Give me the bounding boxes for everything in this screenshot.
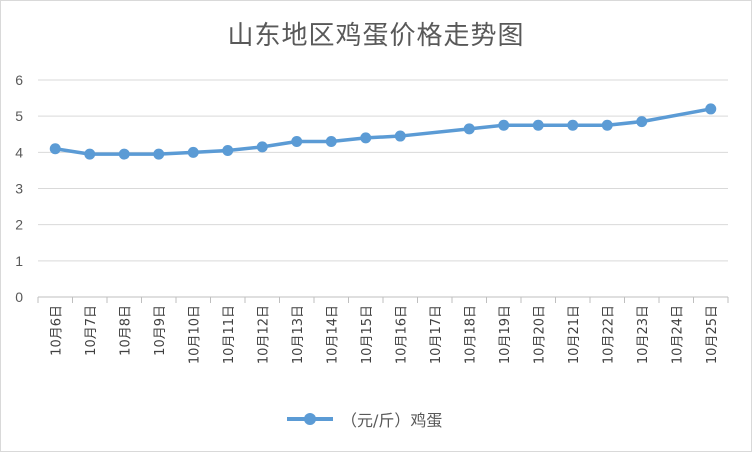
chart-title: 山东地区鸡蛋价格走势图 (227, 21, 525, 51)
legend: （元/斤）鸡蛋 (287, 407, 442, 431)
x-tick-label: 10月7日 (84, 305, 99, 356)
y-tick-label: 4 (15, 144, 23, 160)
x-tick-label: 10月20日 (532, 305, 547, 364)
y-tick-label: 5 (15, 108, 23, 124)
data-point (187, 146, 199, 158)
data-point (222, 145, 234, 157)
x-tick-label: 10月14日 (325, 305, 340, 364)
data-point (325, 135, 337, 147)
y-tick-label: 6 (15, 72, 23, 88)
x-tick-label: 10月6日 (49, 305, 64, 356)
x-tick-label: 10月23日 (636, 305, 651, 364)
data-point (291, 135, 303, 147)
data-point (498, 119, 510, 131)
x-tick-label: 10月9日 (153, 305, 168, 356)
x-tick-label: 10月25日 (705, 305, 720, 364)
data-point (532, 119, 544, 131)
x-tick-label: 10月24日 (670, 305, 685, 364)
x-tick-label: 10月10日 (187, 305, 202, 364)
data-point (394, 130, 406, 142)
y-tick-label: 0 (15, 289, 23, 305)
x-tick-label: 10月18日 (463, 305, 478, 364)
data-point (153, 148, 165, 160)
x-tick-label: 10月15日 (360, 305, 375, 364)
data-point (463, 123, 475, 135)
data-point (360, 132, 372, 144)
x-tick-label: 10月22日 (601, 305, 616, 364)
x-tick-label: 10月11日 (222, 305, 237, 364)
legend-label: （元/斤）鸡蛋 (341, 411, 443, 430)
y-tick-label: 3 (15, 181, 23, 197)
data-point (256, 141, 268, 153)
x-tick-label: 10月19日 (498, 305, 513, 364)
series-line (53, 107, 713, 156)
data-point (567, 119, 579, 131)
data-point (705, 103, 717, 115)
data-point (49, 143, 61, 155)
data-point (118, 148, 130, 160)
data-point (84, 148, 96, 160)
y-tick-label: 2 (15, 217, 23, 233)
y-tick-label: 1 (15, 253, 23, 269)
x-tick-label: 10月12日 (256, 305, 271, 364)
x-tick-label: 10月16日 (394, 305, 409, 364)
x-tick-label: 10月21日 (567, 305, 582, 364)
x-tick-label: 10月8日 (118, 305, 133, 356)
data-point (636, 116, 648, 128)
data-point (601, 119, 613, 131)
x-tick-label: 10月17日 (429, 305, 444, 364)
x-tick-label: 10月13日 (291, 305, 306, 364)
legend-marker-icon (287, 413, 333, 425)
